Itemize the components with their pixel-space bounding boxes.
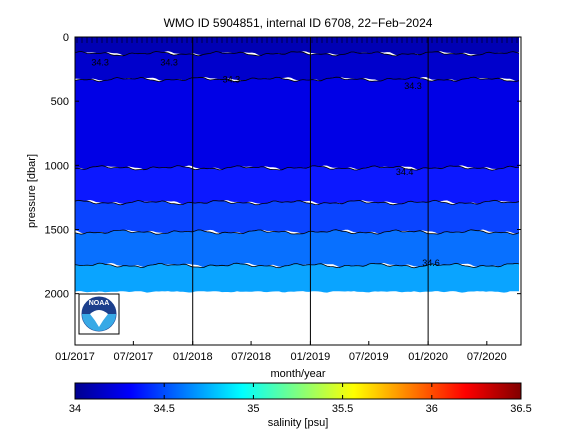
salinity-band-34.55 [75,229,519,268]
contour-label: 34.3 [404,81,422,91]
x-axis-label: month/year [270,368,325,380]
contour-label: 34.4 [396,167,414,177]
x-tick-label: 01/2017 [55,351,95,363]
colorbar-tick-label: 35 [247,403,259,415]
y-tick-label: 1000 [45,160,69,172]
x-axis: 01/2017 07/2017 01/2018 07/2018 01/2019 07/20… [55,341,507,363]
contour-label: 34.3 [223,74,241,84]
contour-label: 34.3 [91,58,109,68]
salinity-band-34.25 [75,77,519,171]
contour-line-undefined [75,262,520,269]
contour-line-34.5 [75,199,520,206]
salinity-band-34.35 [75,165,519,205]
x-tick-label: 07/2018 [231,351,271,363]
chart-title: WMO ID 5904851, internal ID 6708, 22−Feb… [164,16,433,30]
colorbar-ticks: 34 34.5 35 35.5 36 36.5 [69,383,532,415]
contour-line-34.2 [75,50,520,57]
colorbar-tick-label: 34.5 [153,403,174,415]
x-tick-label: 01/2020 [408,351,448,363]
y-tick-label: 1500 [45,225,69,237]
y-tick-label: 2000 [45,289,69,301]
contour-line-34.4 [75,165,520,171]
x-tick-label: 01/2018 [173,351,213,363]
x-tick-label: 01/2019 [291,351,331,363]
y-tick-label: 0 [63,32,69,44]
y-axis-label: pressure [dbar] [26,154,38,228]
salinity-band-34.65 [75,263,519,293]
y-axis: 0 500 1000 1500 2000 [45,32,521,301]
noaa-logo-icon: NOAA [78,293,120,335]
x-tick-label: 07/2020 [467,351,507,363]
plot-overlay: 34.3 34.3 34.3 34.3 34.4 34.6 [76,37,518,345]
salinity-band-34.15 [75,51,519,82]
colorbar [74,382,522,400]
colorbar-tick-label: 36.5 [510,403,531,415]
x-tick-label: 07/2017 [113,351,153,363]
colorbar-tick-label: 36 [426,403,438,415]
x-tick-label: 07/2019 [349,351,389,363]
noaa-logo-text: NOAA [89,300,110,307]
salinity-band-34.05 [75,37,519,57]
y-tick-label: 500 [51,96,69,108]
plot-frame [74,36,522,346]
contour-label: 34.6 [422,258,440,268]
salinity-band-34.45 [75,200,519,235]
contour-line-34.3 [75,76,520,83]
colorbar-label: salinity [psu] [268,417,329,429]
plot-area [75,37,520,293]
colorbar-tick-label: 35.5 [332,403,353,415]
contour-label: 34.3 [160,58,178,68]
colorbar-tick-label: 34 [69,403,81,415]
contour-line-34.6 [75,229,520,235]
